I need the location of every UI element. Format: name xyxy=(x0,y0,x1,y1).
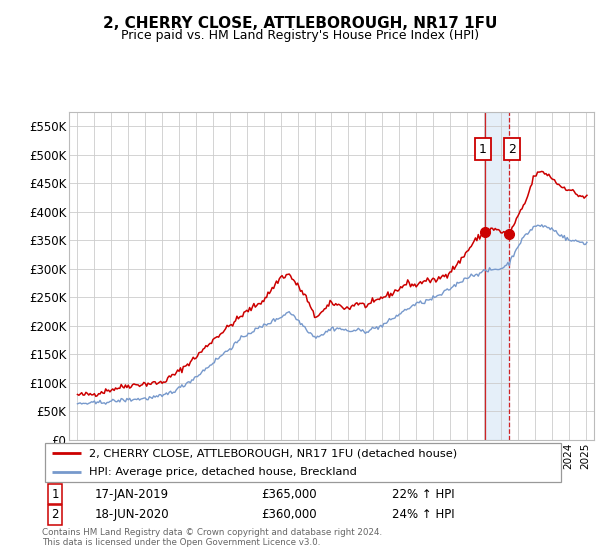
Text: Contains HM Land Registry data © Crown copyright and database right 2024.
This d: Contains HM Land Registry data © Crown c… xyxy=(42,528,382,547)
Text: £360,000: £360,000 xyxy=(261,508,317,521)
Text: Price paid vs. HM Land Registry's House Price Index (HPI): Price paid vs. HM Land Registry's House … xyxy=(121,29,479,42)
Text: 18-JUN-2020: 18-JUN-2020 xyxy=(94,508,169,521)
Text: 17-JAN-2019: 17-JAN-2019 xyxy=(94,488,169,501)
Text: 1: 1 xyxy=(479,143,487,156)
Text: 2: 2 xyxy=(52,508,59,521)
Text: 24% ↑ HPI: 24% ↑ HPI xyxy=(392,508,454,521)
FancyBboxPatch shape xyxy=(44,443,562,482)
Text: 2, CHERRY CLOSE, ATTLEBOROUGH, NR17 1FU: 2, CHERRY CLOSE, ATTLEBOROUGH, NR17 1FU xyxy=(103,16,497,31)
Text: 1: 1 xyxy=(52,488,59,501)
Text: 2: 2 xyxy=(508,143,516,156)
Text: £365,000: £365,000 xyxy=(261,488,317,501)
Text: HPI: Average price, detached house, Breckland: HPI: Average price, detached house, Brec… xyxy=(89,467,357,477)
Text: 2, CHERRY CLOSE, ATTLEBOROUGH, NR17 1FU (detached house): 2, CHERRY CLOSE, ATTLEBOROUGH, NR17 1FU … xyxy=(89,449,457,458)
Bar xyxy=(485,112,509,440)
Text: 22% ↑ HPI: 22% ↑ HPI xyxy=(392,488,454,501)
